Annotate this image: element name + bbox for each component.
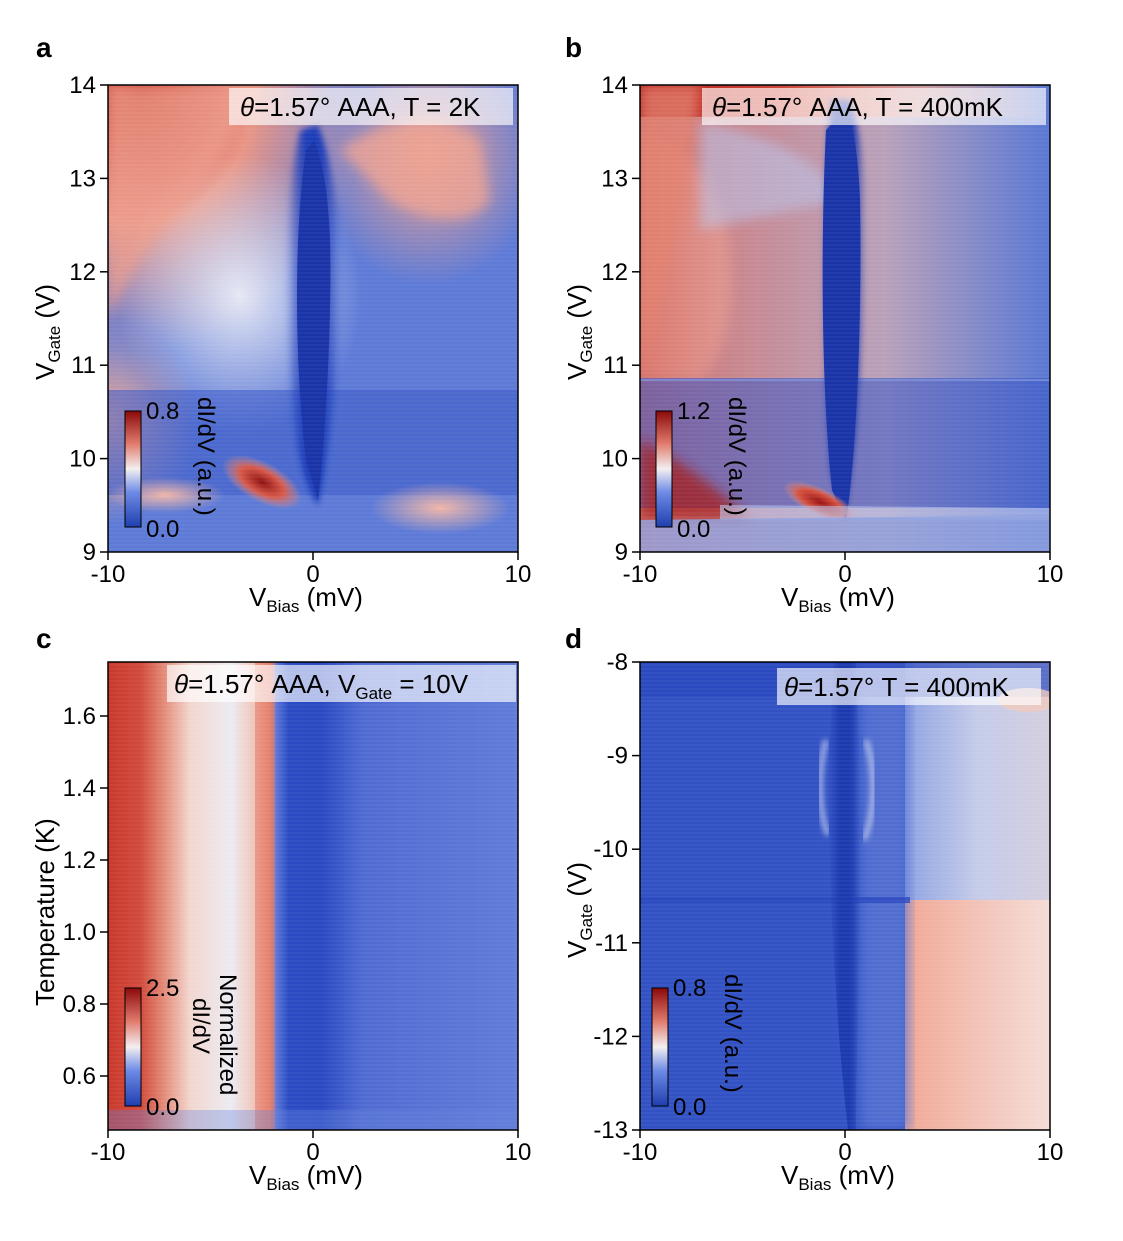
panel-b-ytick-label: 12 bbox=[601, 259, 628, 286]
panel-d-colorbar: 0.8 0.0 dI/dV (a.u.) bbox=[651, 974, 746, 1121]
panel-a-ytick-label: 11 bbox=[71, 352, 96, 379]
panel-b-colorbar-label: dI/dV (a.u.) bbox=[723, 397, 750, 516]
panel-d-xlabel: VBias (mV) bbox=[781, 1160, 895, 1194]
panel-c-heatmap bbox=[108, 662, 518, 1130]
panel-b-colorbar-max: 1.2 bbox=[677, 398, 710, 425]
panel-b: b θ=1.57° AAA, T = 400mK 1.2 0.0 bbox=[562, 32, 1063, 616]
panel-d-title-box: θ=1.57° T = 400mK bbox=[777, 668, 1041, 705]
panel-a-colorbar-min: 0.0 bbox=[146, 516, 179, 543]
panel-a-colorbar-gradient bbox=[124, 410, 142, 528]
panel-a-ytick-label: 12 bbox=[69, 259, 96, 286]
panel-c-colorbar-min: 0.0 bbox=[146, 1094, 179, 1121]
panel-c-title: θ=1.57° AAA, VGate = 10V bbox=[174, 669, 469, 703]
panel-b-xtick-label: 0 bbox=[838, 561, 851, 588]
panel-b-colorbar: 1.2 0.0 dI/dV (a.u.) bbox=[655, 397, 750, 543]
panel-c-colorbar-max: 2.5 bbox=[146, 975, 179, 1002]
panel-c-colorbar: 2.5 0.0 Normalized dI/dV bbox=[124, 974, 241, 1121]
panel-d: d θ=1.57° T = 400mK 0.8 0.0 dI/dV (a.u.)… bbox=[562, 623, 1063, 1194]
panel-a-letter: a bbox=[36, 32, 52, 63]
panel-c-axes: -10 0 10 0.6 0.8 1.0 1.2 1.4 1.6 bbox=[63, 703, 532, 1166]
panel-c-colorbar-label-2: dI/dV bbox=[187, 998, 214, 1054]
panel-b-title: θ=1.57° AAA, T = 400mK bbox=[712, 92, 1004, 122]
panel-d-ytick-label: -12 bbox=[593, 1023, 628, 1050]
panel-c-xtick-label: -10 bbox=[91, 1139, 126, 1166]
panel-b-axes: -10 0 10 9 10 11 12 13 14 bbox=[601, 72, 1063, 588]
panel-c-ytick-label: 1.0 bbox=[63, 919, 96, 946]
panel-c-xlabel: VBias (mV) bbox=[249, 1160, 363, 1194]
panel-d-heatmap bbox=[640, 662, 1050, 1130]
panel-c-ytick-label: 0.8 bbox=[63, 991, 96, 1018]
panel-b-colorbar-gradient bbox=[655, 410, 673, 528]
panel-a-ytick-label: 13 bbox=[69, 165, 96, 192]
panel-b-ytick-label: 11 bbox=[603, 352, 628, 379]
panel-b-xtick-label: 10 bbox=[1037, 561, 1064, 588]
panel-c-ytick-label: 1.6 bbox=[63, 703, 96, 730]
panel-a-axes: -10 0 10 9 10 11 12 13 14 bbox=[69, 72, 531, 588]
panel-d-ytick-label: -9 bbox=[607, 743, 628, 770]
panel-d-xtick-label: 10 bbox=[1037, 1139, 1064, 1166]
panel-d-colorbar-max: 0.8 bbox=[673, 975, 706, 1002]
panel-d-colorbar-gradient bbox=[651, 987, 669, 1107]
panel-a-colorbar-label: dI/dV (a.u.) bbox=[192, 397, 219, 516]
panel-a-ytick-label: 9 bbox=[83, 539, 96, 566]
panel-b-ytick-label: 14 bbox=[601, 72, 628, 99]
panel-c-ytick-label: 1.2 bbox=[63, 847, 96, 874]
panel-d-ytick-label: -10 bbox=[593, 836, 628, 863]
panel-b-ytick-label: 10 bbox=[601, 446, 628, 473]
panel-b-ylabel: VGate (V) bbox=[562, 284, 596, 380]
panel-b-ytick-label: 9 bbox=[615, 539, 628, 566]
panel-b-xlabel: VBias (mV) bbox=[781, 582, 895, 616]
panel-a-xtick-label: 10 bbox=[505, 561, 532, 588]
panel-d-colorbar-min: 0.0 bbox=[673, 1094, 706, 1121]
panel-d-letter: d bbox=[565, 623, 582, 654]
panel-a-colorbar: 0.8 0.0 dI/dV (a.u.) bbox=[124, 397, 219, 543]
panel-a-title: θ=1.57° AAA, T = 2K bbox=[240, 92, 481, 122]
panel-d-ylabel: VGate (V) bbox=[562, 862, 596, 958]
panel-a-xtick-label: -10 bbox=[91, 561, 126, 588]
panel-b-title-box: θ=1.57° AAA, T = 400mK bbox=[702, 88, 1046, 125]
panel-c-ytick-label: 0.6 bbox=[63, 1063, 96, 1090]
panel-a-heatmap bbox=[108, 85, 518, 552]
panel-c-colorbar-gradient bbox=[124, 987, 142, 1107]
panel-b-xtick-label: -10 bbox=[623, 561, 658, 588]
panel-d-ytick-label: -13 bbox=[593, 1117, 628, 1144]
panel-b-ytick-label: 13 bbox=[601, 165, 628, 192]
panel-a-xtick-label: 0 bbox=[306, 561, 319, 588]
panel-a-ytick-label: 14 bbox=[69, 72, 96, 99]
panel-c-xtick-label: 0 bbox=[306, 1139, 319, 1166]
panel-d-colorbar-label: dI/dV (a.u.) bbox=[719, 974, 746, 1093]
panel-a: a θ=1.57° AAA, T = 2K 0.8 0.0 dI/d bbox=[30, 32, 531, 616]
panel-c-title-box: θ=1.57° AAA, VGate = 10V bbox=[167, 665, 516, 703]
panel-c-ytick-label: 1.4 bbox=[63, 775, 96, 802]
panel-c-colorbar-label-1: Normalized bbox=[214, 974, 241, 1095]
panel-c: c θ=1.57° AAA, VGate = 10V 2.5 0.0 Norma… bbox=[30, 623, 531, 1194]
panel-d-axes: -10 0 10 -13 -12 -11 -10 -9 -8 bbox=[593, 649, 1063, 1166]
panel-d-title: θ=1.57° T = 400mK bbox=[784, 672, 1010, 702]
panel-d-xtick-label: -10 bbox=[623, 1139, 658, 1166]
panel-d-ytick-label: -8 bbox=[607, 649, 628, 676]
panel-b-heatmap bbox=[640, 85, 1050, 552]
panel-d-ytick-label: -11 bbox=[595, 930, 628, 957]
panel-a-xlabel: VBias (mV) bbox=[249, 582, 363, 616]
panel-b-colorbar-min: 0.0 bbox=[677, 516, 710, 543]
panel-a-ytick-label: 10 bbox=[69, 446, 96, 473]
panel-d-xtick-label: 0 bbox=[838, 1139, 851, 1166]
panel-c-xtick-label: 10 bbox=[505, 1139, 532, 1166]
panel-a-title-box: θ=1.57° AAA, T = 2K bbox=[229, 88, 513, 125]
panel-c-ylabel: Temperature (K) bbox=[30, 818, 60, 1006]
panel-a-ylabel: VGate (V) bbox=[30, 284, 64, 380]
panel-c-letter: c bbox=[36, 623, 52, 654]
panel-a-colorbar-max: 0.8 bbox=[146, 398, 179, 425]
panel-b-letter: b bbox=[565, 32, 582, 63]
